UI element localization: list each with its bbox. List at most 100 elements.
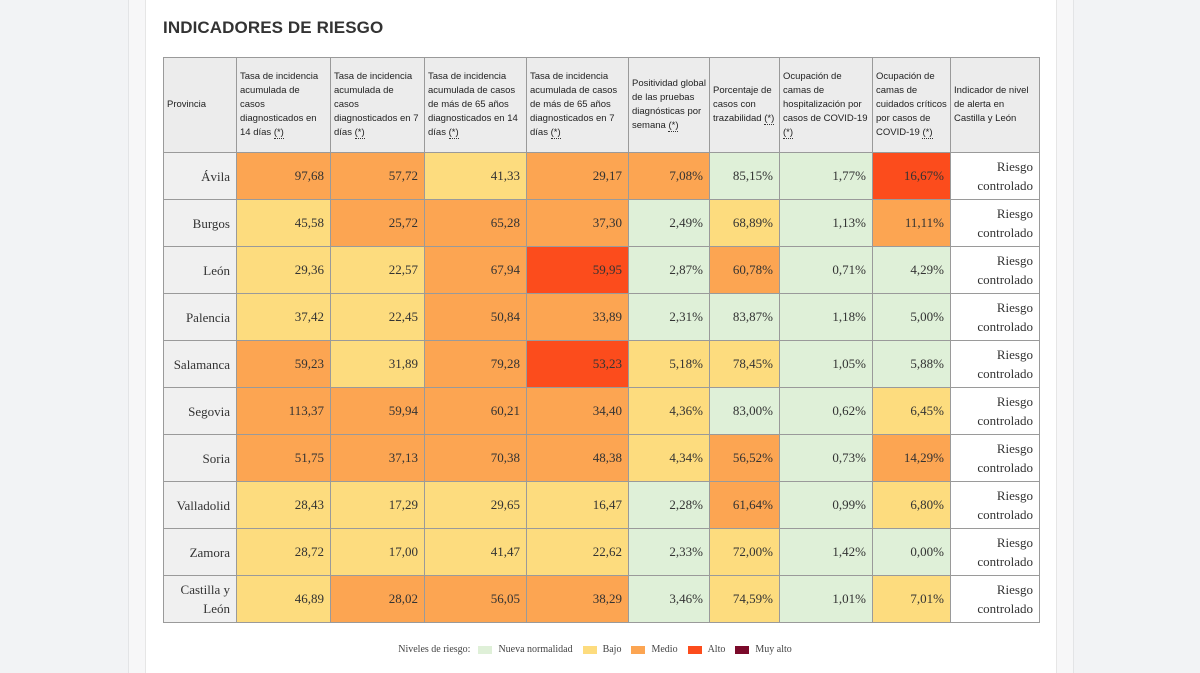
cell-indicator-7: 0,99%: [779, 481, 873, 529]
alert-level-line: Riesgo: [996, 441, 1033, 456]
cell-indicator-4: 16,47: [526, 481, 629, 529]
cell-indicator-8: 16,67%: [872, 152, 951, 200]
cell-indicator-5: 2,31%: [628, 293, 710, 341]
cell-indicator-1: 59,23: [236, 340, 331, 388]
cell-indicator-7: 0,73%: [779, 434, 873, 482]
legend-item-label: Bajo: [602, 644, 622, 655]
alert-level-line: Riesgo: [996, 488, 1033, 503]
cell-indicator-3: 41,33: [424, 152, 527, 200]
cell-provincia: Palencia: [163, 293, 237, 341]
cell-indicator-2: 59,94: [330, 387, 425, 435]
cell-indicator-2: 31,89: [330, 340, 425, 388]
cell-indicator-3: 60,21: [424, 387, 527, 435]
cell-indicator-5: 2,49%: [628, 199, 710, 247]
header-trazabilidad: Porcentaje de casos con trazabilidad (*): [709, 57, 780, 153]
cell-provincia: Burgos: [163, 199, 237, 247]
alert-level-line: Riesgo: [996, 300, 1033, 315]
cell-indicator-8: 11,11%: [872, 199, 951, 247]
alert-level-line: Riesgo: [996, 253, 1033, 268]
cell-alert-level: Riesgo controlado: [950, 293, 1040, 341]
cell-alert-level: Riesgo controlado: [950, 481, 1040, 529]
cell-indicator-2: 37,13: [330, 434, 425, 482]
alert-level-line: Riesgo: [996, 582, 1033, 597]
risk-indicators-table: Provincia Tasa de incidencia acumulada d…: [163, 57, 1040, 623]
cell-indicator-4: 22,62: [526, 528, 629, 576]
cell-indicator-4: 37,30: [526, 199, 629, 247]
header-uci: Ocupación de camas de cuidados críticos …: [872, 57, 951, 153]
table-row: Valladolid 28,43 17,29 29,65 16,47 2,28% 61,64…: [163, 481, 1040, 529]
table-row: Segovia 113,37 59,94 60,21 34,40 4,36% 83,00% 0…: [163, 387, 1040, 435]
cell-provincia: Castilla y León: [163, 575, 237, 623]
asterisk-link[interactable]: (*): [273, 127, 284, 139]
table-body: Ávila 97,68 57,72 41,33 29,17 7,08% 85,15% 1,77…: [163, 152, 1040, 623]
header-incidencia-65-14d: Tasa de incidencia acumulada de casos de…: [424, 57, 527, 153]
cell-indicator-5: 4,34%: [628, 434, 710, 482]
alert-level-line: Riesgo: [996, 394, 1033, 409]
cell-indicator-6: 85,15%: [709, 152, 780, 200]
cell-indicator-3: 56,05: [424, 575, 527, 623]
cell-indicator-2: 17,00: [330, 528, 425, 576]
cell-indicator-8: 7,01%: [872, 575, 951, 623]
cell-indicator-7: 0,62%: [779, 387, 873, 435]
cell-provincia: Ávila: [163, 152, 237, 200]
table-row: Castilla y León 46,89 28,02 56,05 38,29 3,46%…: [163, 575, 1040, 623]
legend-label: Niveles de riesgo:: [398, 644, 471, 655]
cell-provincia: Zamora: [163, 528, 237, 576]
cell-indicator-7: 1,18%: [779, 293, 873, 341]
cell-indicator-2: 22,57: [330, 246, 425, 294]
header-hospitalizacion: Ocupación de camas de hospitalización po…: [779, 57, 873, 153]
cell-alert-level: Riesgo controlado: [950, 528, 1040, 576]
cell-indicator-7: 1,13%: [779, 199, 873, 247]
asterisk-link[interactable]: (*): [448, 127, 459, 139]
alert-level-line: controlado: [977, 366, 1033, 381]
header-positividad: Positividad global de las pruebas diagnó…: [628, 57, 710, 153]
asterisk-link[interactable]: (*): [550, 127, 561, 139]
legend-item: Nueva normalidad: [478, 644, 573, 655]
legend-item-label: Muy alto: [755, 644, 792, 655]
table-row: Salamanca 59,23 31,89 79,28 53,23 5,18% 78,45%…: [163, 340, 1040, 388]
legend-item-label: Alto: [707, 644, 726, 655]
cell-indicator-1: 28,72: [236, 528, 331, 576]
cell-indicator-5: 2,28%: [628, 481, 710, 529]
cell-indicator-8: 4,29%: [872, 246, 951, 294]
legend-swatch: [631, 645, 646, 654]
risk-legend: Niveles de riesgo: Nueva normalidad Bajo M…: [0, 644, 1200, 655]
legend-swatch: [687, 645, 702, 654]
asterisk-link[interactable]: (*): [668, 120, 679, 132]
cell-alert-level: Riesgo controlado: [950, 199, 1040, 247]
table-row: León 29,36 22,57 67,94 59,95 2,87% 60,78% 0,71%…: [163, 246, 1040, 294]
table-row: Soria 51,75 37,13 70,38 48,38 4,34% 56,52% 0,73…: [163, 434, 1040, 482]
cell-indicator-8: 14,29%: [872, 434, 951, 482]
cell-indicator-6: 68,89%: [709, 199, 780, 247]
table-row: Burgos 45,58 25,72 65,28 37,30 2,49% 68,89% 1,1…: [163, 199, 1040, 247]
table-row: Ávila 97,68 57,72 41,33 29,17 7,08% 85,15% 1,77…: [163, 152, 1040, 200]
cell-provincia: Valladolid: [163, 481, 237, 529]
alert-level-line: Riesgo: [996, 347, 1033, 362]
alert-level-line: controlado: [977, 554, 1033, 569]
cell-indicator-3: 65,28: [424, 199, 527, 247]
cell-indicator-6: 83,00%: [709, 387, 780, 435]
header-provincia: Provincia: [163, 57, 237, 153]
cell-indicator-8: 6,45%: [872, 387, 951, 435]
cell-indicator-5: 7,08%: [628, 152, 710, 200]
alert-level-line: controlado: [977, 272, 1033, 287]
cell-provincia: Soria: [163, 434, 237, 482]
cell-indicator-6: 60,78%: [709, 246, 780, 294]
cell-alert-level: Riesgo controlado: [950, 246, 1040, 294]
cell-indicator-6: 72,00%: [709, 528, 780, 576]
asterisk-link[interactable]: (*): [783, 127, 794, 139]
legend-items: Nueva normalidad Bajo Medio Alto Muy alto: [478, 644, 801, 655]
asterisk-link[interactable]: (*): [354, 127, 365, 139]
cell-alert-level: Riesgo controlado: [950, 340, 1040, 388]
cell-indicator-5: 2,33%: [628, 528, 710, 576]
cell-indicator-4: 59,95: [526, 246, 629, 294]
cell-indicator-1: 29,36: [236, 246, 331, 294]
cell-alert-level: Riesgo controlado: [950, 387, 1040, 435]
legend-item-label: Medio: [651, 644, 678, 655]
cell-indicator-7: 1,77%: [779, 152, 873, 200]
asterisk-link[interactable]: (*): [922, 127, 933, 139]
cell-indicator-5: 3,46%: [628, 575, 710, 623]
legend-swatch: [582, 645, 597, 654]
cell-indicator-2: 17,29: [330, 481, 425, 529]
asterisk-link[interactable]: (*): [764, 113, 775, 125]
